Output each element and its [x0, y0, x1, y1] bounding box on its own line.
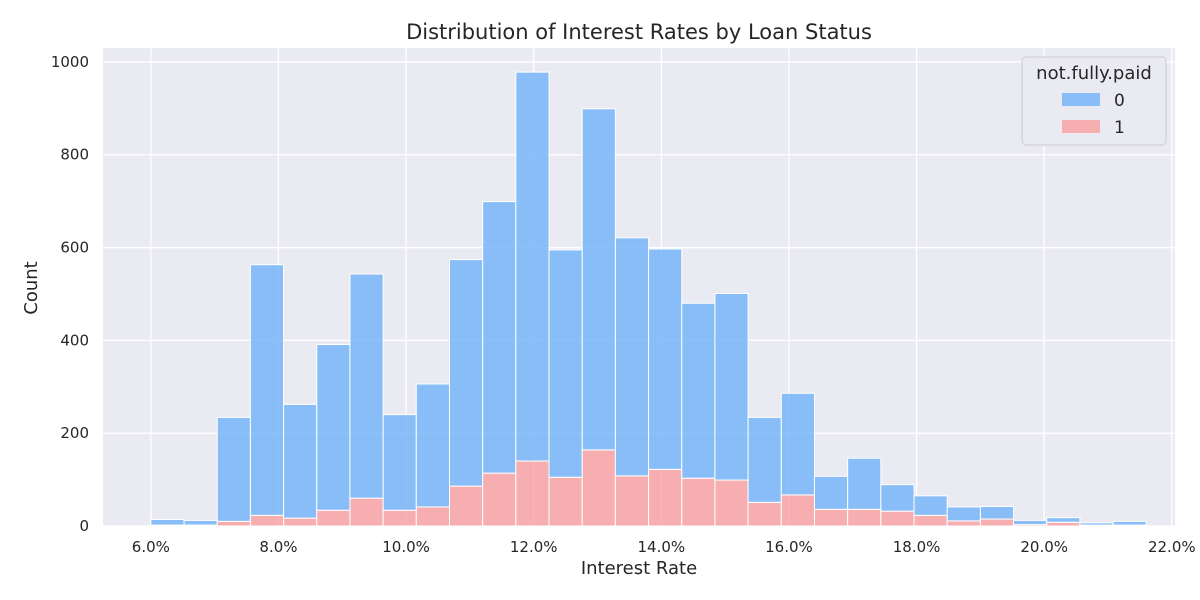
bar-status-0: [183, 519, 218, 526]
bar-status-1: [847, 508, 882, 527]
bar-status-0: [614, 237, 650, 477]
bar-status-1: [780, 494, 815, 527]
x-tick-label: 12.0%: [510, 538, 558, 556]
y-tick-label: 400: [60, 331, 89, 349]
bar-status-0: [747, 416, 782, 503]
y-axis-label: Count: [21, 261, 42, 314]
bar-status-0: [349, 273, 384, 499]
legend-title: not.fully.paid: [1036, 63, 1152, 84]
y-tick-label: 1000: [51, 53, 89, 71]
bar-status-0: [1079, 522, 1114, 526]
bar-status-0: [382, 414, 417, 511]
bar-status-0: [913, 495, 948, 516]
bar-status-1: [316, 509, 351, 527]
x-tick-label: 20.0%: [1020, 538, 1068, 556]
chart-title: Distribution of Interest Rates by Loan S…: [406, 20, 872, 44]
bars: [150, 71, 1147, 527]
bar-status-0: [681, 302, 716, 479]
bar-status-0: [847, 457, 882, 510]
legend-swatch-0: [1062, 93, 1100, 106]
bar-status-1: [648, 468, 683, 527]
bar-status-0: [448, 259, 484, 487]
bar-status-0: [548, 249, 583, 478]
bar-status-1: [415, 506, 450, 527]
x-tick-label: 6.0%: [132, 538, 170, 556]
bar-status-1: [1046, 521, 1081, 527]
bar-status-1: [681, 477, 716, 527]
x-tick-label: 8.0%: [259, 538, 297, 556]
bar-status-0: [316, 344, 351, 511]
x-tick-label: 22.0%: [1148, 538, 1196, 556]
legend-label-0: 0: [1114, 91, 1125, 111]
legend: not.fully.paid 0 1: [1021, 56, 1167, 146]
bar-status-1: [581, 449, 616, 527]
bar-status-0: [415, 383, 450, 508]
legend-label-1: 1: [1114, 118, 1125, 138]
bar-status-0: [648, 248, 683, 470]
y-tick-label: 0: [79, 517, 89, 535]
bar-status-0: [150, 519, 185, 526]
bar-status-1: [813, 508, 849, 527]
x-tick-labels: 6.0% 8.0% 10.0% 12.0% 14.0% 16.0% 18.0% 20.0% 22…: [132, 538, 1196, 556]
x-tick-label: 14.0%: [638, 538, 686, 556]
x-tick-label: 18.0%: [893, 538, 941, 556]
bar-status-0: [813, 475, 849, 510]
y-tick-label: 200: [60, 424, 89, 442]
bar-status-0: [482, 201, 517, 474]
bar-status-0: [249, 264, 285, 516]
bar-status-1: [880, 510, 915, 527]
bar-status-0: [780, 392, 815, 496]
bar-status-0: [1046, 517, 1081, 523]
bar-status-0: [515, 71, 550, 462]
x-axis-label: Interest Rate: [581, 558, 697, 579]
legend-swatch-1: [1062, 120, 1100, 133]
bar-status-0: [216, 416, 251, 522]
bar-status-1: [515, 460, 550, 527]
bar-status-0: [880, 484, 915, 512]
x-tick-label: 10.0%: [382, 538, 430, 556]
bar-status-1: [283, 517, 318, 527]
bar-status-1: [448, 485, 484, 527]
bar-status-1: [349, 497, 384, 527]
bar-status-1: [714, 479, 749, 527]
bar-status-1: [382, 509, 417, 527]
bar-status-0: [979, 506, 1015, 520]
bar-status-0: [946, 506, 981, 522]
bar-status-1: [548, 476, 583, 527]
y-tick-label: 600: [60, 239, 89, 257]
bar-status-1: [216, 520, 251, 527]
bar-status-1: [913, 514, 948, 527]
bar-status-1: [482, 472, 517, 527]
bar-status-0: [283, 403, 318, 519]
bar-status-1: [979, 518, 1015, 527]
x-tick-label: 16.0%: [765, 538, 813, 556]
bar-status-1: [614, 475, 650, 527]
y-tick-labels: 0 200 400 600 800 1000: [51, 53, 89, 535]
bar-status-0: [714, 292, 749, 481]
bar-status-1: [946, 520, 981, 527]
y-tick-label: 800: [60, 146, 89, 164]
bar-status-1: [249, 514, 285, 527]
bar-status-0: [1013, 519, 1048, 526]
bar-status-0: [581, 108, 616, 451]
bar-status-0: [1112, 520, 1147, 526]
bar-status-1: [747, 501, 782, 527]
